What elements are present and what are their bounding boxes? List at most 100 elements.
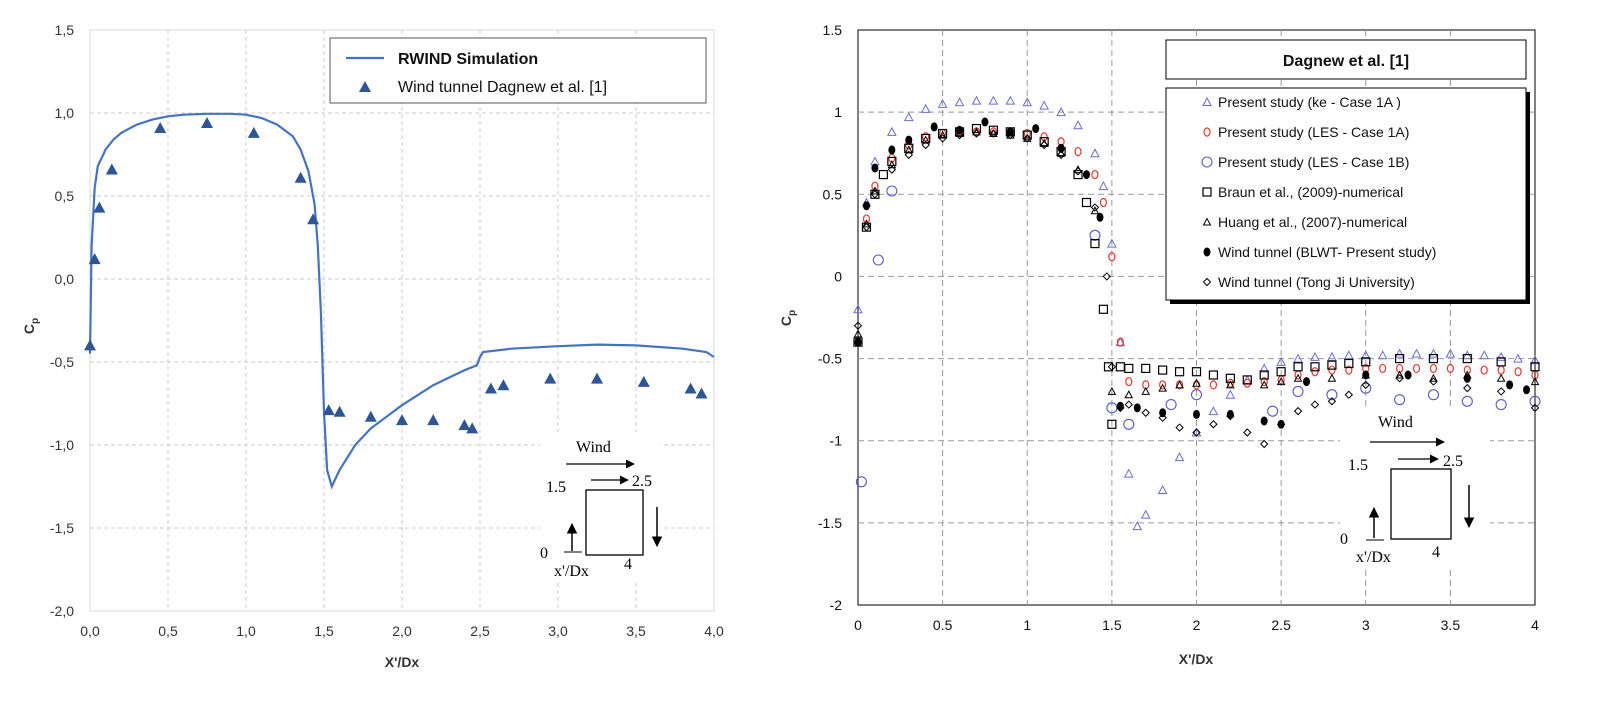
blwt-point — [1362, 370, 1370, 380]
ke-case-1a-point — [887, 126, 897, 136]
huang-point — [1226, 380, 1235, 389]
huang-point — [921, 135, 931, 144]
blwt-points — [854, 117, 1531, 429]
right-schematic-label-2-5: 2.5 — [1443, 453, 1463, 470]
tongji-point — [1310, 400, 1320, 409]
blwt-point — [1133, 403, 1141, 413]
ke-case-1a-point — [1259, 363, 1270, 373]
ke-case-1a-point — [1428, 348, 1439, 358]
les-case-1a-point — [1226, 378, 1234, 388]
l-y-tick-label: -2,0 — [50, 603, 74, 619]
huang-point — [862, 219, 871, 228]
blwt-point — [1096, 212, 1104, 222]
huang-point — [1175, 380, 1184, 389]
braun-point — [1191, 367, 1202, 377]
braun-point — [1428, 353, 1439, 364]
ke-case-1a-point — [1022, 97, 1033, 107]
right-legend-entries: Present study (ke - Case 1A ) Present stu… — [1201, 94, 1436, 290]
braun-point — [1276, 367, 1286, 377]
right-series — [853, 95, 1541, 531]
les-case-1b-point — [886, 185, 898, 197]
braun-point — [1530, 362, 1540, 372]
blwt-point — [1116, 401, 1124, 411]
ke-case-1a-point — [1123, 468, 1134, 478]
braun-point — [1208, 370, 1219, 380]
wind-tunnel-point — [307, 213, 320, 225]
braun-point — [921, 133, 931, 144]
wind-tunnel-point — [84, 339, 96, 351]
wind-tunnel-point — [591, 372, 603, 384]
simulation-line — [88, 112, 715, 490]
wind-tunnel-point — [684, 382, 697, 394]
ke-case-1a-point — [937, 98, 948, 108]
left-legend-box — [329, 37, 707, 104]
les-case-1b-point — [855, 476, 867, 488]
l-x-tick-label: 2,5 — [470, 623, 490, 639]
braun-point — [1107, 419, 1117, 429]
tongji-point — [1006, 130, 1015, 140]
tongji-point — [989, 129, 998, 138]
right-schematic-label-1-5: 1.5 — [1348, 457, 1368, 474]
blwt-point — [1082, 170, 1090, 180]
r-y-tick-label: 0 — [834, 268, 842, 284]
les-case-1a-point — [1209, 380, 1218, 390]
huang-point — [1259, 380, 1269, 389]
les-case-1a-point — [1091, 169, 1099, 180]
blwt-point — [1193, 409, 1200, 419]
les-case-1a-point — [1099, 197, 1108, 208]
ke-case-1a-point — [1445, 348, 1456, 358]
braun-point — [1098, 304, 1109, 314]
left-x-tick-labels: 0,0 0,5 1,0 1,5 2,0 2,5 3,0 3,5 4,0 — [80, 623, 724, 639]
huang-point — [1530, 377, 1540, 386]
r-x-tick-label: 1 — [1023, 617, 1031, 633]
right-schematic-background — [1340, 408, 1490, 568]
blwt-point — [854, 337, 862, 347]
braun-point — [1022, 130, 1032, 140]
les-case-1a-point — [1311, 367, 1319, 377]
right-schematic-wind-label: Wind — [1378, 414, 1413, 431]
braun-point — [1361, 357, 1371, 367]
wind-tunnel-point — [497, 379, 510, 391]
right-legend-entry: Present study (LES - Case 1A) — [1218, 124, 1409, 140]
ke-case-1a-point — [1513, 353, 1523, 363]
right-legend-entry: Wind tunnel (BLWT- Present study) — [1218, 244, 1436, 260]
tongji-point — [904, 150, 913, 160]
ke-case-1a-point — [1005, 95, 1016, 105]
r-x-tick-label: 2.5 — [1271, 617, 1291, 633]
braun-point — [1141, 363, 1151, 374]
l-x-tick-label: 3,0 — [548, 623, 568, 639]
r-y-tick-label: -1 — [830, 433, 843, 449]
left-schematic-x-label: x'/Dx — [554, 563, 589, 580]
tongji-point — [887, 165, 897, 174]
blwt-point — [1159, 408, 1167, 418]
ke-case-1a-point — [1140, 509, 1151, 519]
les-case-1a-point — [1159, 380, 1167, 390]
r-y-tick-label: 0.5 — [823, 186, 843, 202]
tongji-point — [938, 134, 947, 143]
right-schematic-x-label: x'/Dx — [1356, 549, 1391, 566]
huang-point — [1327, 373, 1337, 382]
braun-point — [887, 156, 897, 167]
braun-point — [1242, 375, 1252, 385]
left-schematic-label-0: 0 — [540, 545, 548, 562]
braun-point — [1158, 365, 1168, 375]
legend-swatch-braun-point — [1202, 187, 1212, 197]
blwt-point — [905, 135, 913, 145]
tongji-point — [1056, 150, 1066, 160]
wind-tunnel-point — [458, 419, 471, 431]
les-case-1b-point — [1360, 382, 1372, 394]
les-case-1a-point — [1412, 363, 1421, 374]
l-x-tick-label: 2,0 — [392, 623, 412, 639]
les-case-1b-points — [855, 185, 1541, 488]
left-schematic-building — [585, 489, 644, 556]
right-schematic-label-0: 0 — [1340, 531, 1348, 548]
les-case-1a-point — [1116, 337, 1124, 347]
r-x-tick-label: 0.5 — [933, 617, 953, 633]
left-chart: 1,51,00,50,0-0,5-1,0-1,5-2,0 0,0 0,5 1,0 1,… — [21, 22, 724, 670]
left-schematic-label-4: 4 — [624, 556, 632, 573]
l-x-tick-label: 1,0 — [236, 623, 256, 639]
tongji-point — [862, 222, 871, 232]
wind-tunnel-point — [544, 372, 557, 384]
les-case-1a-point — [1023, 128, 1031, 139]
blwt-point — [1260, 416, 1268, 426]
